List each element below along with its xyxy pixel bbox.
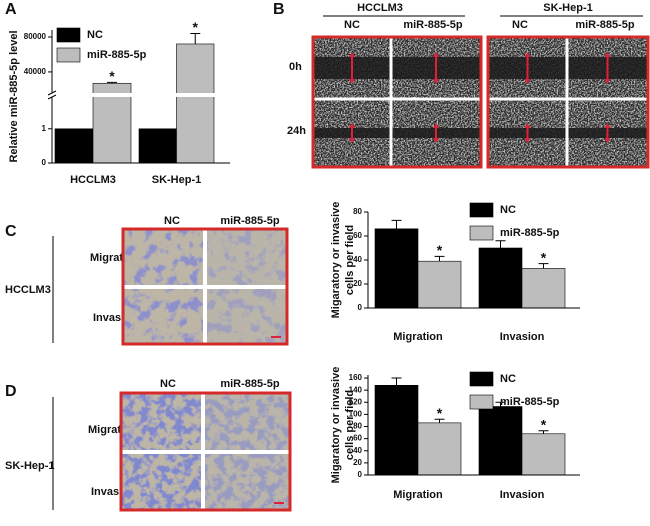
group: NC: [164, 215, 180, 227]
panel-letter: C: [5, 223, 17, 240]
y-tick-label: 1: [42, 124, 47, 133]
significance: *: [109, 68, 115, 84]
legend-label: NC: [87, 29, 103, 41]
bar: [176, 43, 215, 164]
group: miR-885-5p: [220, 378, 280, 390]
wound-panel: HCCLM3 NC miR-885-5p SK-Hep-1 NC miR-885…: [287, 2, 650, 169]
y-axis-label: cells per field: [344, 225, 356, 295]
legend-swatch: [469, 225, 494, 241]
x-tick-label: Migration: [393, 331, 443, 343]
error-bar: [538, 263, 549, 269]
time: 0h: [289, 61, 302, 73]
x-tick-label: Migration: [393, 489, 443, 501]
y-tick-label: 0: [358, 303, 363, 312]
panel-letter: B: [273, 1, 285, 18]
significance: *: [437, 242, 443, 258]
x-tick-label: HCCLM3: [70, 174, 116, 186]
y-tick-label: 120: [349, 397, 363, 406]
bar: [478, 406, 523, 476]
significance: *: [541, 249, 547, 265]
group: NC: [160, 378, 176, 390]
time: 24h: [287, 125, 306, 137]
y-tick-label: 40: [353, 255, 362, 264]
bar: [521, 433, 566, 476]
y-tick-label: 140: [349, 385, 363, 394]
legend-label: NC: [500, 204, 516, 216]
error-bar: [495, 240, 506, 248]
x-tick-label: Invasion: [500, 489, 545, 501]
x-tick-label: Invasion: [500, 331, 545, 343]
significance: *: [437, 405, 443, 421]
transwell-panel: NC miR-885-5p Migration Invasion HCCLM3 …: [5, 215, 292, 512]
legend-swatch: [56, 47, 81, 63]
group: miR-885-5p: [220, 215, 280, 227]
image-frame: [311, 35, 483, 169]
cell-line: SK-Hep-1: [5, 460, 55, 472]
panel-letter: D: [5, 383, 17, 400]
y-axis-label: Migaratory or invasive: [330, 202, 342, 319]
bar: [374, 228, 419, 309]
legend-label: miR-885-5p: [500, 227, 560, 239]
y-axis-label: cells per field: [344, 390, 356, 460]
y-tick-label: 0: [42, 158, 47, 167]
significance: *: [541, 416, 547, 432]
bar: [417, 260, 462, 309]
error-bar: [190, 32, 201, 44]
y-tick-label: 20: [353, 458, 362, 467]
legend-swatch: [469, 202, 494, 218]
error-bar: [495, 401, 506, 407]
cell-line: HCCLM3: [5, 284, 51, 296]
legend-swatch: [56, 27, 81, 43]
arrow-head: [524, 123, 531, 143]
image-frame: [121, 227, 289, 346]
legend-swatch: [469, 394, 494, 410]
y-tick-label: 60: [353, 434, 362, 443]
y-axis-label: Migaratory or invasive: [330, 367, 342, 484]
y-tick-label: 100: [349, 410, 363, 419]
legend-label: NC: [500, 373, 516, 385]
error-bar: [391, 219, 402, 229]
y-tick-label: 20: [353, 279, 362, 288]
bar: [374, 385, 419, 476]
legend-label: miR-885-5p: [500, 396, 560, 408]
y-tick-label: 80000: [24, 32, 47, 41]
bar: [138, 128, 177, 164]
y-axis-label: Relative miR-885-5p level: [8, 30, 20, 162]
cell-line: SK-Hep-1: [543, 2, 593, 14]
y-tick-label: 80: [353, 207, 362, 216]
arrow-head: [349, 123, 355, 143]
error-bar: [538, 430, 549, 434]
panel-letter: A: [5, 1, 17, 18]
bar: [417, 422, 462, 476]
y-tick-label: 160: [349, 373, 363, 382]
error-bar: [391, 377, 402, 386]
group: miR-885-5p: [403, 19, 463, 31]
legend-swatch: [469, 371, 494, 387]
error-bar: [434, 418, 445, 423]
bar: [521, 268, 566, 309]
y-tick-label: 40000: [24, 67, 47, 76]
group: miR-885-5p: [575, 19, 635, 31]
error-bar: [434, 255, 445, 262]
group: NC: [344, 19, 360, 31]
arrow-head: [604, 123, 611, 143]
image-frame: [486, 35, 650, 169]
legend-label: miR-885-5p: [87, 49, 147, 61]
y-tick-label: 60: [353, 231, 362, 240]
y-tick-label: 40: [353, 446, 362, 455]
bar: [478, 247, 523, 309]
axis-break: [46, 93, 230, 97]
y-tick-label: 80: [353, 422, 362, 431]
break-mark: [47, 90, 57, 100]
error-bar: [107, 81, 117, 84]
significance: *: [193, 19, 199, 35]
image-frame: [119, 391, 292, 512]
arrow-head: [433, 123, 439, 143]
group: NC: [512, 19, 528, 31]
bar: [54, 128, 94, 164]
cell-line: HCCLM3: [357, 2, 403, 14]
y-tick-label: 0: [358, 470, 363, 479]
x-tick-label: SK-Hep-1: [152, 174, 202, 186]
